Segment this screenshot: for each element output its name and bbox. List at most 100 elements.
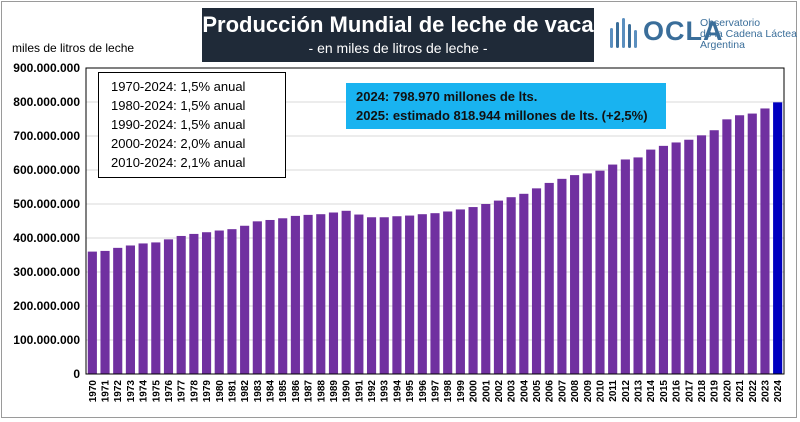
x-tick-label: 1989 <box>329 380 340 403</box>
x-tick-label: 2020 <box>722 380 733 403</box>
y-tick-label: 700.000.000 <box>13 129 80 143</box>
bar-2000 <box>468 207 478 374</box>
bar-1981 <box>227 229 237 374</box>
x-tick-label: 2003 <box>507 380 518 403</box>
x-tick-label: 2016 <box>672 380 683 403</box>
x-tick-label: 2012 <box>621 380 632 403</box>
x-axis-tick-labels: 1970 1971 1972 1973 1974 1975 1976 1977 1978 1979… <box>88 380 784 403</box>
x-tick-label: 1976 <box>164 380 175 403</box>
x-tick-label: 1996 <box>418 380 429 403</box>
x-tick-label: 2017 <box>684 380 695 403</box>
stat-2025-estimate: 2025: estimado 818.944 millones de lts. … <box>356 108 648 123</box>
bar-2010 <box>595 170 605 374</box>
bar-1971 <box>100 250 110 374</box>
logo-line-3: Argentina <box>700 39 745 51</box>
x-tick-label: 1970 <box>88 380 99 403</box>
x-tick-label: 1982 <box>240 380 251 403</box>
bar-2012 <box>620 159 630 374</box>
bar-1973 <box>125 245 135 374</box>
bar-1989 <box>328 212 339 374</box>
x-tick-label: 1991 <box>354 380 365 403</box>
x-tick-label: 2019 <box>710 380 721 403</box>
title-banner: Producción Mundial de leche de vaca - en… <box>202 8 594 62</box>
y-tick-label: 400.000.000 <box>13 231 80 245</box>
bar-1988 <box>316 214 326 374</box>
bar-2005 <box>531 188 542 374</box>
x-tick-label: 2011 <box>608 380 619 402</box>
y-tick-label: 600.000.000 <box>13 163 80 177</box>
x-tick-label: 1979 <box>202 380 213 403</box>
bar-1982 <box>240 225 250 374</box>
bar-2006 <box>544 182 554 374</box>
x-tick-label: 1977 <box>177 380 188 403</box>
bar-2020 <box>722 119 732 374</box>
logo-wordmark: OCLA <box>643 16 724 46</box>
x-tick-label: 1981 <box>227 380 238 403</box>
x-tick-label: 2005 <box>532 380 543 403</box>
bar-1995 <box>405 215 415 374</box>
x-tick-label: 1975 <box>151 380 162 403</box>
x-tick-label: 2018 <box>697 380 708 403</box>
logo-line-1: Observatorio <box>700 17 761 29</box>
bar-1978 <box>189 233 199 374</box>
x-tick-label: 1987 <box>304 380 315 403</box>
bar-2017 <box>684 139 694 374</box>
bar-1998 <box>443 211 453 374</box>
bar-2023 <box>760 108 770 375</box>
y-axis-label: miles de litros de leche <box>12 41 135 55</box>
x-tick-label: 1971 <box>101 380 112 403</box>
y-tick-label: 100.000.000 <box>13 333 80 347</box>
logo-bars-icon <box>610 18 637 48</box>
x-tick-label: 1972 <box>113 380 124 403</box>
x-tick-label: 1978 <box>189 380 200 403</box>
bar-1987 <box>303 214 313 374</box>
x-tick-label: 1986 <box>291 380 302 403</box>
x-tick-label: 2004 <box>519 380 530 403</box>
x-tick-label: 1983 <box>253 380 264 403</box>
growth-rate-1990: 1990-2024: 1,5% anual <box>111 117 246 132</box>
y-tick-label: 800.000.000 <box>13 95 80 109</box>
production-stats-box: 2024: 798.970 millones de lts. 2025: est… <box>346 83 666 129</box>
x-tick-label: 1973 <box>126 380 137 403</box>
bar-2011 <box>608 164 618 374</box>
growth-rate-1970: 1970-2024: 1,5% anual <box>111 79 246 94</box>
x-tick-label: 1993 <box>380 380 391 403</box>
bar-2007 <box>557 178 567 374</box>
x-tick-label: 1984 <box>266 380 277 403</box>
bar-1985 <box>278 218 288 374</box>
x-tick-label: 1994 <box>392 380 403 403</box>
x-tick-label: 2023 <box>760 380 771 403</box>
growth-rate-1980: 1980-2024: 1,5% anual <box>111 98 246 113</box>
x-tick-label: 2014 <box>646 380 657 403</box>
bar-2014 <box>646 149 656 374</box>
bar-2016 <box>671 142 681 374</box>
bar-2019 <box>709 130 719 374</box>
bar-2008 <box>570 175 580 374</box>
plot-area-border <box>85 67 785 375</box>
bar-2022 <box>747 113 757 374</box>
bar-1999 <box>455 209 465 374</box>
x-tick-label: 2013 <box>634 380 645 403</box>
x-tick-label: 2009 <box>583 380 594 403</box>
bar-1997 <box>430 213 440 374</box>
bar-2003 <box>506 197 516 374</box>
bar-1980 <box>214 230 224 374</box>
x-tick-label: 1974 <box>139 380 150 403</box>
bar-2004 <box>519 193 529 374</box>
x-tick-label: 2022 <box>748 380 759 403</box>
bar-2002 <box>493 200 504 374</box>
x-tick-label: 1990 <box>342 380 353 403</box>
growth-rate-2010: 2010-2024: 2,1% anual <box>111 155 246 170</box>
y-axis-tick-labels: 0 100.000.000 200.000.000 300.000.000 400.00… <box>13 61 80 381</box>
bar-1986 <box>290 215 300 374</box>
y-tick-label: 200.000.000 <box>13 299 80 313</box>
bar-1993 <box>379 217 389 374</box>
bar-1977 <box>176 235 186 374</box>
x-tick-label: 1985 <box>278 380 289 403</box>
bar-1984 <box>265 219 275 374</box>
x-tick-label: 2015 <box>659 380 670 403</box>
bar-2013 <box>633 157 643 374</box>
chart-title: Producción Mundial de leche de vaca <box>202 12 594 37</box>
